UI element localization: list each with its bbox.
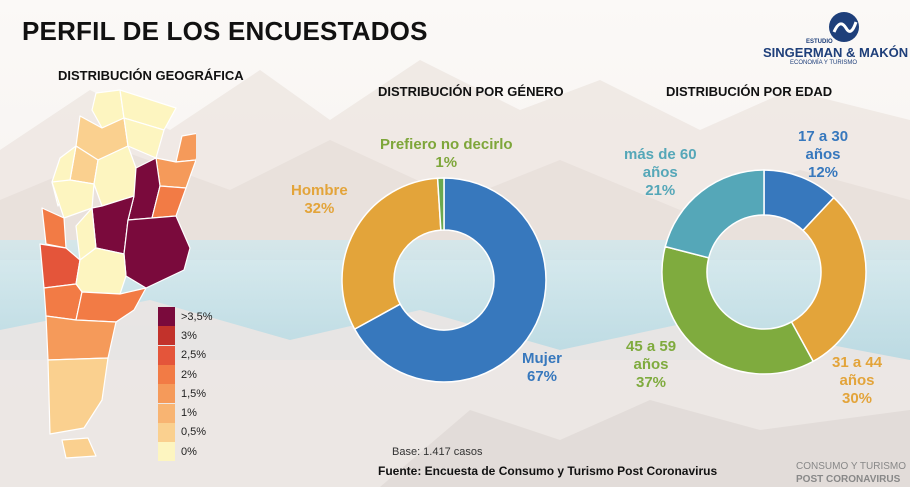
legend-label: 2,5%: [181, 349, 207, 362]
province-la-rioja: [51, 179, 95, 219]
series-value: 30%: [842, 390, 873, 407]
logo-top-text: ESTUDIO: [806, 39, 833, 45]
donut-slice-2: [436, 177, 445, 231]
series-value: 32%: [304, 200, 335, 217]
series-name-2: años: [633, 356, 669, 373]
map-legend: >3,5% 3% 2,5% 2% 1,5% 1% 0,5% 0%: [158, 307, 213, 462]
donut-slice-1: [790, 196, 867, 363]
legend-label: 0,5%: [181, 426, 207, 439]
age-section-title: DISTRIBUCIÓN POR EDAD: [666, 84, 833, 99]
series-name-1: 31 a 44: [832, 354, 883, 371]
legend-swatch: [158, 326, 175, 346]
legend-entry: >3,5%: [158, 307, 213, 327]
legend-swatch: [158, 442, 175, 462]
series-name: Prefiero no decirlo: [380, 136, 513, 153]
footer-line-1: CONSUMO Y TURISMO: [796, 461, 907, 472]
series-name-1: más de 60: [624, 146, 697, 163]
series-value: 21%: [645, 182, 676, 199]
donut-slice-1: [341, 177, 442, 331]
source-note: Fuente: Encuesta de Consumo y Turismo Po…: [378, 464, 718, 478]
legend-swatch: [158, 307, 175, 327]
province-santa-cruz: [47, 357, 109, 435]
label-hombre: Hombre 32%: [291, 182, 348, 218]
legend-swatch: [158, 422, 175, 442]
legend-label: >3,5%: [181, 310, 213, 323]
province-chaco: [123, 117, 165, 159]
legend-entry: 1,5%: [158, 384, 213, 404]
legend-swatch: [158, 403, 175, 423]
series-name-2: años: [839, 372, 875, 389]
donut-slice-2: [661, 245, 815, 375]
province-corrientes: [155, 157, 196, 189]
legend-label: 1,5%: [181, 387, 207, 400]
base-note: Base: 1.417 casos: [392, 446, 483, 458]
series-name-1: 17 a 30: [798, 128, 849, 145]
province-rio-negro: [75, 287, 147, 323]
label-31-44: 31 a 44 años 30%: [832, 354, 882, 408]
legend-swatch: [158, 345, 175, 365]
label-prefiero-no-decirlo: Prefiero no decirlo 1%: [380, 136, 513, 172]
province-chubut: [45, 315, 117, 361]
geo-section-title: DISTRIBUCIÓN GEOGRÁFICA: [58, 68, 244, 83]
legend-label: 1%: [181, 407, 197, 420]
province-buenos-aires: [123, 215, 191, 289]
donut-slice-0: [353, 177, 547, 383]
legend-swatch: [158, 365, 175, 385]
series-name-1: 45 a 59: [626, 338, 677, 355]
age-donut-chart: [661, 169, 867, 375]
label-mas-de-60: más de 60 años 21%: [624, 146, 697, 200]
series-name: Hombre: [291, 182, 348, 199]
legend-label: 2%: [181, 368, 197, 381]
series-value: 67%: [526, 368, 558, 385]
series-name-2: años: [642, 164, 678, 181]
legend-label: 0%: [181, 445, 197, 458]
legend-swatch: [158, 384, 175, 404]
province-tierra-del-fuego: [61, 437, 97, 459]
province-misiones: [175, 132, 196, 163]
label-mujer: Mujer 67%: [522, 350, 562, 386]
donut-slice-3: [664, 169, 765, 259]
series-name: Mujer: [522, 350, 563, 367]
page-title: PERFIL DE LOS ENCUESTADOS: [22, 16, 428, 46]
gender-section-title: DISTRIBUCIÓN POR GÉNERO: [378, 84, 564, 99]
province-neuquen: [43, 283, 83, 321]
logo-name: SINGERMAN & MAKÓN: [763, 45, 909, 60]
label-45-59: 45 a 59 años 37%: [626, 338, 676, 392]
legend-entry: 1%: [158, 403, 213, 423]
legend-entry: 3%: [158, 326, 213, 346]
legend-entry: 2,5%: [158, 345, 213, 365]
footer-line-2: POST CORONAVIRUS: [796, 474, 901, 485]
logo-tagline: ECONOMÍA Y TURISMO: [790, 60, 858, 66]
argentina-map: [39, 89, 196, 459]
series-value: 37%: [636, 374, 667, 391]
legend-entry: 0,5%: [158, 422, 213, 442]
singerman-makon-logo: [829, 12, 859, 42]
province-mendoza: [39, 243, 81, 289]
label-17-30: 17 a 30 años 12%: [798, 128, 848, 182]
legend-label: 3%: [181, 329, 197, 342]
series-value: 1%: [435, 154, 458, 171]
legend-entry: 2%: [158, 365, 213, 385]
legend-entry: 0%: [158, 442, 213, 462]
series-name-2: años: [805, 146, 841, 163]
gender-donut-chart: [341, 177, 547, 383]
series-value: 12%: [808, 164, 839, 181]
